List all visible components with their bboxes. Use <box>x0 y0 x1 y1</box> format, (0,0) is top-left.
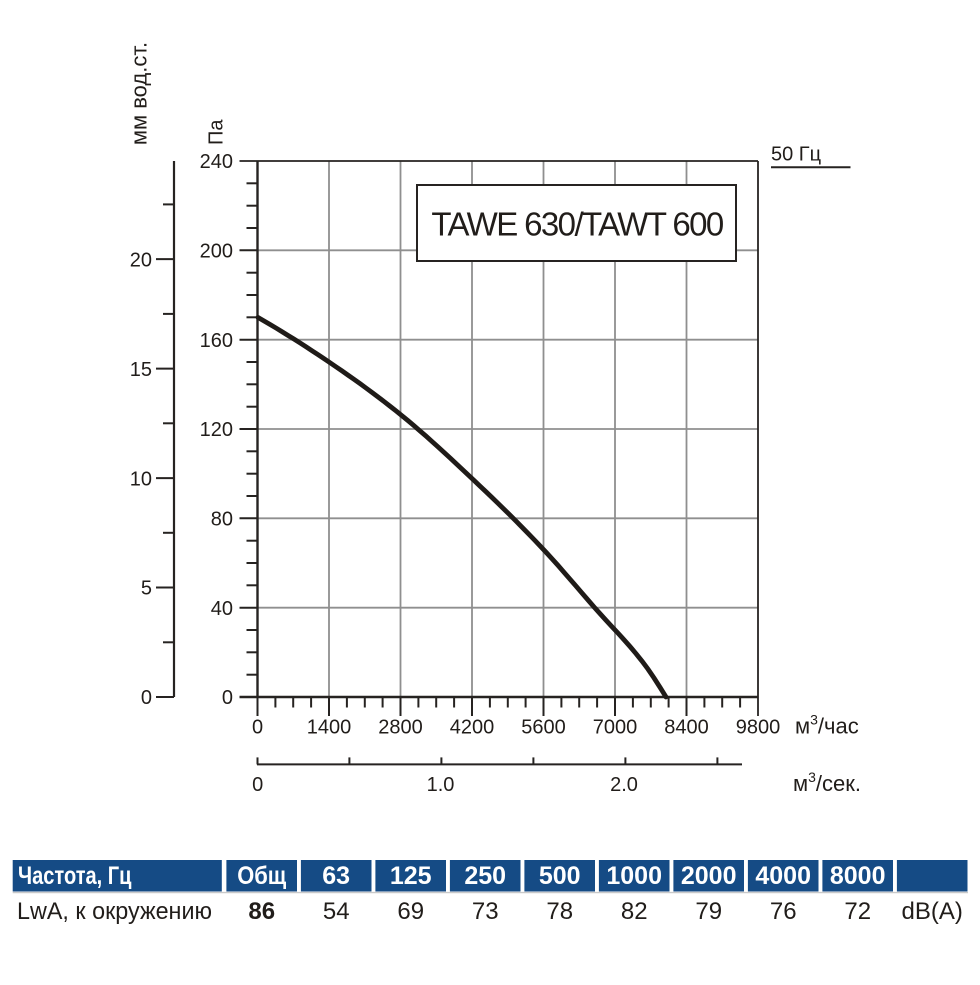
svg-text:69: 69 <box>397 898 424 925</box>
svg-text:мм вод.ст.: мм вод.ст. <box>127 42 152 145</box>
svg-text:1.0: 1.0 <box>427 774 455 796</box>
svg-text:0: 0 <box>222 687 233 709</box>
svg-text:54: 54 <box>323 898 350 925</box>
svg-text:dB(A): dB(A) <box>902 898 963 925</box>
svg-text:63: 63 <box>322 862 350 890</box>
svg-text:15: 15 <box>130 359 152 381</box>
svg-text:4000: 4000 <box>755 862 811 890</box>
svg-text:TAWE 630/TAWT 600: TAWE 630/TAWT 600 <box>431 206 724 243</box>
svg-text:125: 125 <box>390 862 432 890</box>
svg-text:м3/сек.: м3/сек. <box>793 769 861 796</box>
svg-text:240: 240 <box>200 151 233 173</box>
svg-text:40: 40 <box>211 598 233 620</box>
svg-text:86: 86 <box>248 898 275 925</box>
svg-text:79: 79 <box>695 898 722 925</box>
svg-text:4200: 4200 <box>450 717 495 739</box>
svg-text:78: 78 <box>546 898 573 925</box>
svg-text:5: 5 <box>141 578 152 600</box>
svg-text:120: 120 <box>200 419 233 441</box>
svg-text:2000: 2000 <box>681 862 737 890</box>
svg-text:Па: Па <box>206 119 228 145</box>
svg-text:160: 160 <box>200 330 233 352</box>
svg-text:0: 0 <box>252 717 263 739</box>
svg-text:1000: 1000 <box>606 862 662 890</box>
svg-text:250: 250 <box>464 862 506 890</box>
svg-text:Частота, Гц: Частота, Гц <box>18 862 132 890</box>
svg-text:76: 76 <box>770 898 797 925</box>
svg-text:0: 0 <box>141 687 152 709</box>
svg-text:80: 80 <box>211 509 233 531</box>
svg-text:72: 72 <box>844 898 871 925</box>
svg-text:10: 10 <box>130 468 152 490</box>
svg-text:0: 0 <box>252 774 263 796</box>
svg-text:73: 73 <box>472 898 499 925</box>
svg-text:м3/час: м3/час <box>795 712 859 739</box>
svg-text:500: 500 <box>539 862 581 890</box>
svg-text:2.0: 2.0 <box>610 774 638 796</box>
svg-text:50 Гц: 50 Гц <box>771 144 821 166</box>
svg-text:8000: 8000 <box>830 862 886 890</box>
svg-text:82: 82 <box>621 898 648 925</box>
svg-text:5600: 5600 <box>521 717 566 739</box>
svg-text:1400: 1400 <box>307 717 352 739</box>
svg-text:LwA, к окружению: LwA, к окружению <box>17 898 212 925</box>
svg-text:7000: 7000 <box>593 717 638 739</box>
svg-text:Общ: Общ <box>237 862 286 890</box>
svg-text:9800: 9800 <box>736 717 781 739</box>
svg-text:20: 20 <box>130 249 152 271</box>
svg-text:8400: 8400 <box>664 717 709 739</box>
svg-text:2800: 2800 <box>378 717 423 739</box>
svg-text:200: 200 <box>200 241 233 263</box>
